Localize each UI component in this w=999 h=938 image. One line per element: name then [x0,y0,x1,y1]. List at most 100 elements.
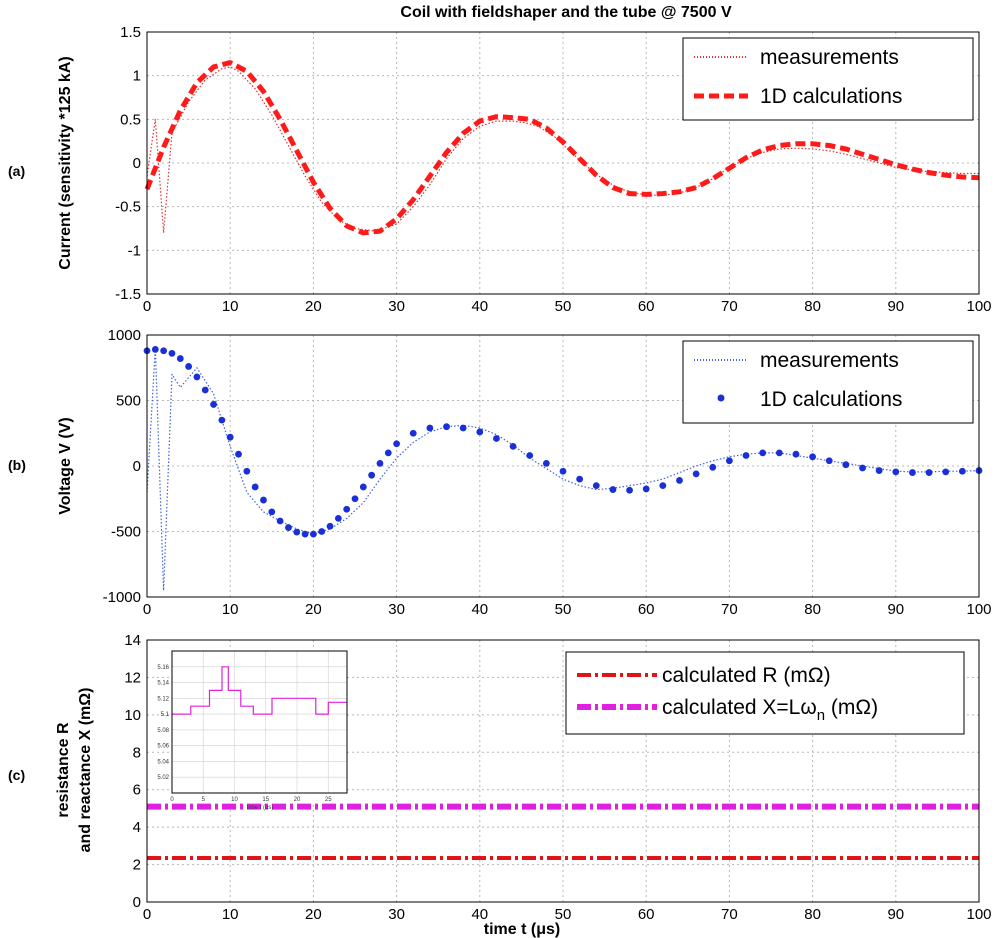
x-tick-label: 70 [721,601,738,618]
panel-a-label: (a) [8,163,25,179]
inset-y-tick-label: 5.08 [157,728,169,734]
x-tick-label: 10 [222,906,239,923]
data-point [526,452,534,459]
x-tick-label: 60 [638,906,655,923]
data-point [909,469,916,476]
x-tick-label: 0 [143,601,151,618]
data-point [726,457,733,465]
y-tick-label: 4 [133,819,141,836]
x-tick-label: 30 [388,906,405,923]
data-point [409,429,417,437]
data-point [210,401,217,408]
y-tick-label: 12 [124,669,141,686]
x-tick-label: 40 [471,298,488,315]
data-point [185,363,193,370]
panel-c-legend-label-x: calculated X=Lωn (mΩ) [662,696,878,724]
panel-a-series-0-line [146,66,979,234]
inset-x-tick-label: 20 [294,797,301,803]
data-point [859,464,866,472]
x-tick-label: 60 [638,601,655,618]
data-point [925,469,933,476]
x-tick-label: 0 [143,298,151,315]
data-point [334,515,342,522]
y-tick-label: -1000 [103,589,141,606]
data-point [168,349,176,357]
panel-a-axes-frame [146,31,980,295]
data-point [592,482,600,490]
inset-x-tick-label: 0 [170,797,174,803]
data-point [351,495,359,503]
inset-series-line [172,666,347,715]
data-point [559,467,567,475]
x-tick-label: 70 [721,298,738,315]
data-point [201,386,209,394]
panel-c-y-axis-label-line2: and reactance X (mΩ) [77,688,94,853]
panel-a-legend-label-measurements: measurements [760,46,899,69]
data-point [226,433,234,441]
inset-series [172,666,347,715]
inset-y-tick-label: 5.06 [157,744,169,750]
data-point [260,496,267,504]
panel-c-series [147,803,979,860]
x-tick-label: 30 [388,298,405,315]
x-tick-label: 80 [804,906,821,923]
data-point [459,424,467,432]
x-tick-label: 40 [471,906,488,923]
panel-c-x-axis-label: time t (μs) [484,921,560,938]
data-point [759,449,767,457]
panel-a-y-ticks: -1.5 -1 -0.5 0 0.5 1 1.5 [115,24,141,303]
data-point [476,428,484,436]
inset-x-axis-label: time t (us) [247,805,274,811]
y-tick-label: 0 [133,894,141,911]
data-point [384,449,392,457]
y-tick-label: 1000 [108,327,141,344]
x-tick-label: 100 [966,298,991,315]
data-point [301,530,309,538]
panel-a-legend: measurements 1D calculations [682,37,974,121]
x-tick-label: 100 [966,906,991,923]
y-tick-label: 0 [133,458,141,475]
y-tick-label: -1 [128,242,141,259]
data-point [251,483,259,491]
data-point [742,452,750,459]
panel-b-series-1-markers [143,346,983,538]
data-point [376,459,384,467]
panel-b-label: (b) [8,457,26,473]
y-tick-label: 0.5 [120,111,141,128]
panel-b-x-ticks: 0 10 20 30 40 50 60 70 80 90 100 [143,601,992,618]
data-point [218,416,226,424]
x-tick-label: 50 [555,906,572,923]
panel-a-chart: (a) 0 10 20 30 40 50 60 70 80 90 100 -1.5 -1 -0.5 0 0.… [8,24,992,315]
panel-a-legend-label-1d: 1D calculations [760,85,902,108]
x-tick-label: 10 [222,298,239,315]
panel-a-series-1-line [144,60,980,236]
data-point [276,517,284,525]
inset-x-ticks: 0 5 10 15 20 25 [170,797,332,803]
x-tick-label: 20 [305,906,322,923]
figure-title: Coil with fieldshaper and the tube @ 750… [400,4,732,21]
data-point [326,522,334,530]
panel-c-legend-label-r: calculated R (mΩ) [662,664,831,687]
y-tick-label: 6 [133,782,141,799]
x-tick-label: 100 [966,601,991,618]
y-tick-label: 14 [124,632,141,649]
data-point [676,477,683,484]
data-point [176,355,184,362]
data-point [642,485,650,493]
data-point [875,467,883,474]
panel-b-legend-label-measurements: measurements [760,349,899,372]
x-tick-label: 90 [887,298,904,315]
inset-x-tick-label: 15 [262,797,269,803]
data-point [443,423,450,431]
data-point [343,505,351,513]
y-tick-label: -1.5 [115,286,141,303]
panel-a-series [144,60,980,236]
x-tick-label: 90 [887,601,904,618]
panel-b-y-axis-label: Voltage V (V) [57,417,74,515]
panel-c-y-axis-label-line1: resistance R [55,722,72,818]
panel-a-y-axis-label: Current (sensitivity *125 kA) [57,56,74,269]
panel-b-legend: measurements 1D calculations [682,340,974,424]
x-tick-label: 50 [555,298,572,315]
inset-y-tick-label: 5.1 [161,712,170,718]
data-point [243,467,251,475]
